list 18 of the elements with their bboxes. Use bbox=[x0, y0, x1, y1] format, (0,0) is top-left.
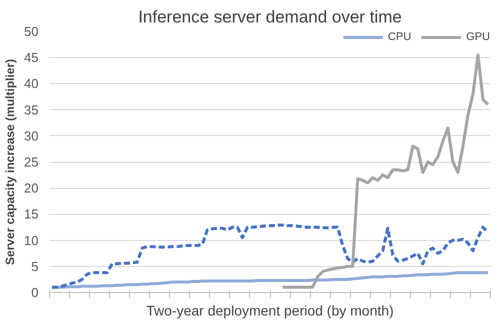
y-tick-label: 15 bbox=[24, 206, 39, 222]
y-tick-label: 5 bbox=[31, 258, 39, 274]
legend-label: GPU bbox=[466, 31, 490, 43]
y-tick-label: 50 bbox=[24, 24, 39, 39]
y-tick-label: 25 bbox=[24, 154, 39, 170]
y-tick-label: 10 bbox=[24, 232, 39, 248]
y-tick-label: 35 bbox=[24, 102, 39, 118]
y-tick-label: 30 bbox=[24, 128, 39, 144]
x-axis-title: Two-year deployment period (by month) bbox=[146, 302, 394, 318]
chart-title: Inference server demand over time bbox=[138, 8, 402, 26]
y-tick-label: 45 bbox=[24, 50, 39, 66]
line-series bbox=[281, 53, 490, 289]
y-tick-label: 20 bbox=[24, 180, 39, 196]
legend-label: CPU bbox=[388, 31, 412, 43]
y-tick-label: 40 bbox=[24, 76, 39, 92]
line-series bbox=[50, 224, 490, 289]
y-tick-label: 0 bbox=[31, 285, 39, 300]
y-axis-title: Server capacity increase (multiplier) bbox=[3, 58, 18, 266]
